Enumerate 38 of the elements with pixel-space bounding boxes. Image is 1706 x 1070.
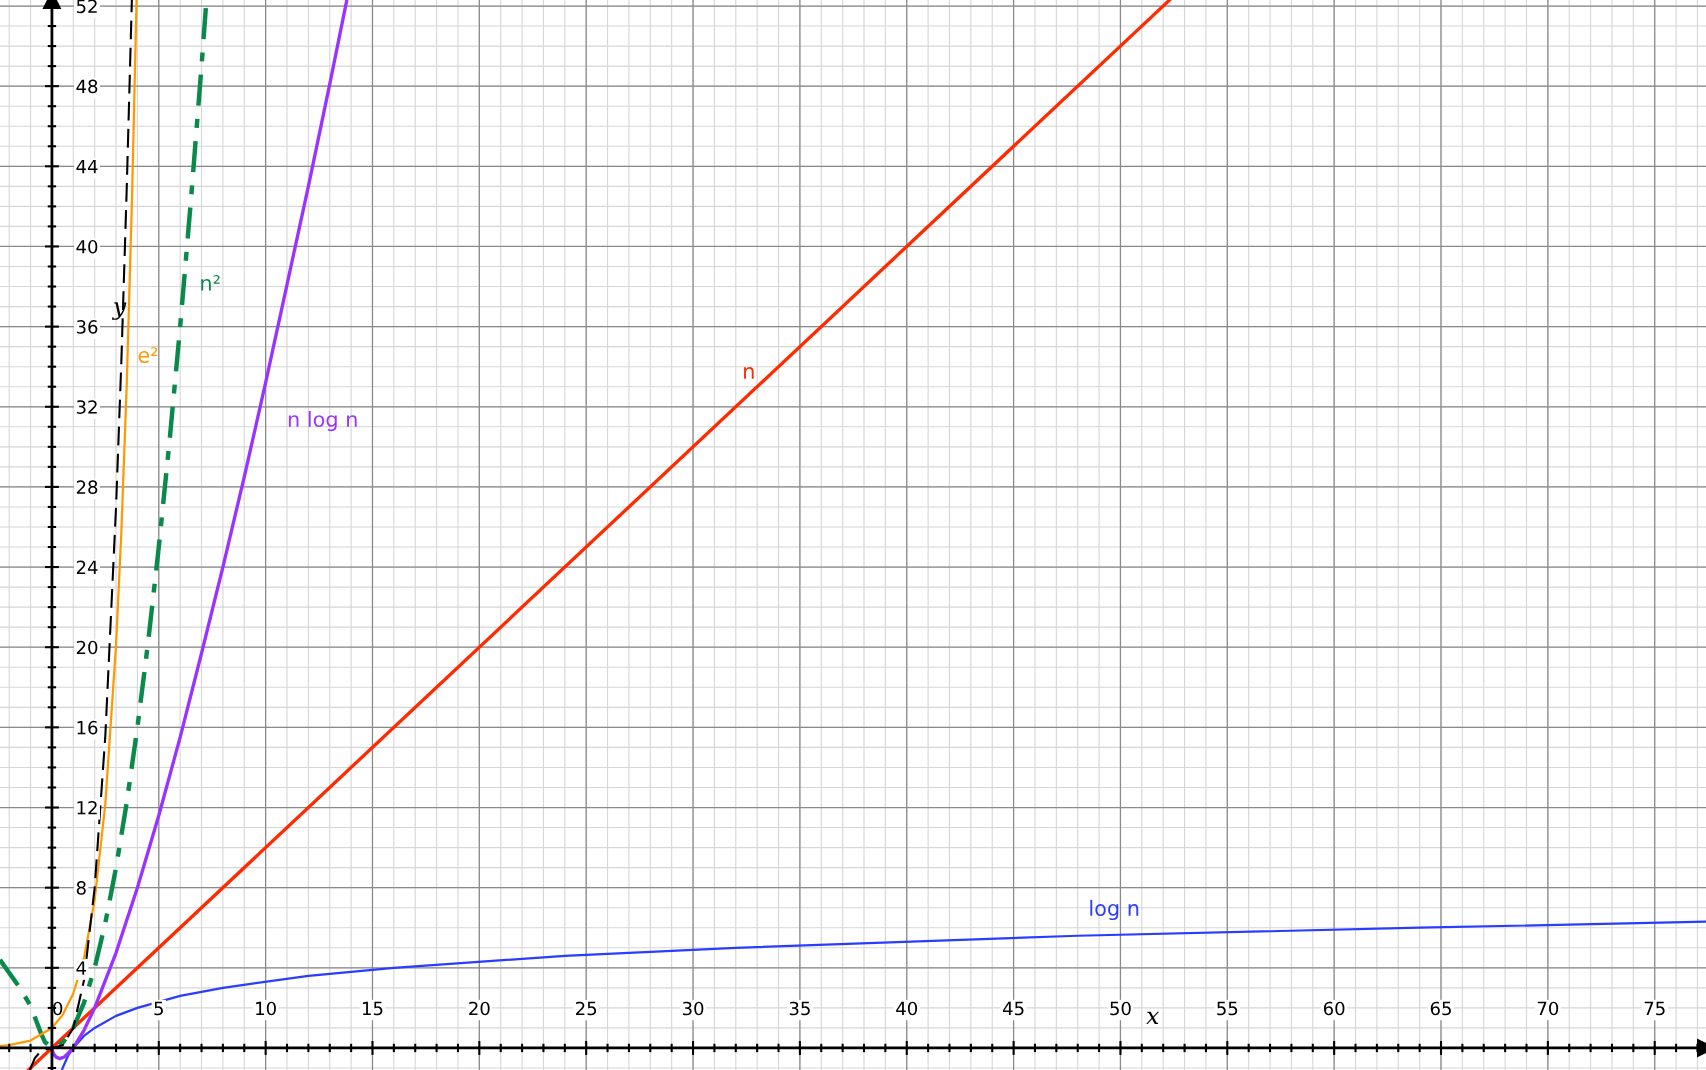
x-tick-label: 40 xyxy=(896,1001,918,1016)
x-tick-label: 30 xyxy=(682,1001,704,1016)
x-tick-label: 55 xyxy=(1217,1001,1238,1016)
y-tick-label: 24 xyxy=(76,560,98,574)
x-tick-label: 75 xyxy=(1644,1001,1665,1016)
y-tick-label: 52 xyxy=(76,0,97,14)
x-tick-label: 35 xyxy=(789,1001,810,1016)
y-tick-label: 40 xyxy=(76,239,98,254)
x-axis-title: x xyxy=(1146,1011,1160,1024)
x-tick-label: 5 xyxy=(154,1001,163,1016)
y-axis-title: y xyxy=(111,302,127,320)
y-tick-label: 32 xyxy=(76,400,97,414)
series-label: e² xyxy=(138,347,158,363)
y-tick-label: 20 xyxy=(76,640,98,655)
series-label: log n xyxy=(1090,899,1139,921)
y-tick-label: 4 xyxy=(76,961,87,975)
x-tick-label: 70 xyxy=(1537,1001,1559,1016)
line-series xyxy=(0,0,138,1048)
x-tick-label: 45 xyxy=(1002,1001,1024,1016)
x-tick-label: 10 xyxy=(256,1001,276,1016)
x-tick-label: 15 xyxy=(362,1001,383,1016)
y-tick-label: 36 xyxy=(76,320,98,334)
x-tick-label: 65 xyxy=(1430,1001,1451,1016)
x-tick-label: 50 xyxy=(1110,1001,1131,1016)
line-series xyxy=(50,0,349,1061)
series-label: n² xyxy=(201,275,220,291)
x-tick-label: 20 xyxy=(469,1001,490,1016)
y-tick-label: 28 xyxy=(76,480,98,495)
x-tick-label: 25 xyxy=(576,1001,597,1016)
y-tick-label: 48 xyxy=(76,79,98,94)
x-tick-label: 0 xyxy=(53,1001,63,1016)
series-label: n log n xyxy=(288,410,357,432)
y-tick-label: 8 xyxy=(76,881,86,895)
y-tick-label: 44 xyxy=(76,160,98,174)
y-tick-label: 16 xyxy=(77,720,98,735)
y-tick-label: 12 xyxy=(77,800,97,815)
x-tick-label: 60 xyxy=(1323,1001,1345,1016)
series-label: n xyxy=(744,367,754,379)
